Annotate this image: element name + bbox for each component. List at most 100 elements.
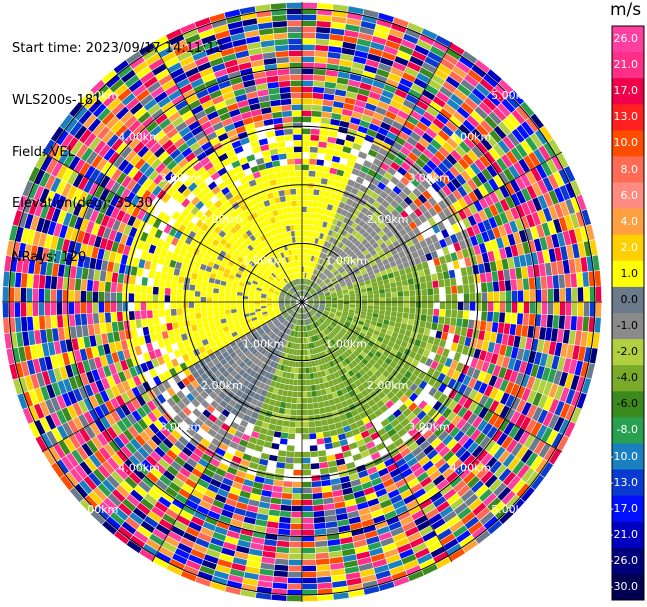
radar-gate	[237, 341, 244, 348]
radar-gate	[319, 295, 325, 299]
radar-gate	[314, 276, 318, 282]
radar-gate	[330, 22, 346, 30]
radar-gate	[289, 289, 294, 294]
radar-gate	[332, 352, 338, 359]
radar-gate	[170, 308, 177, 316]
radar-gate	[137, 525, 152, 538]
radar-gate	[354, 232, 362, 240]
radar-gate	[282, 371, 287, 378]
radar-gate	[464, 336, 472, 347]
radar-gate	[329, 167, 338, 175]
radar-gate	[385, 195, 394, 204]
radar-gate	[279, 294, 285, 298]
radar-gate	[39, 275, 46, 289]
radar-gate	[288, 385, 294, 391]
radar-gate	[499, 211, 509, 225]
radar-gate	[404, 437, 415, 447]
radar-gate	[362, 580, 378, 589]
radar-gate	[364, 279, 371, 285]
radar-gate	[268, 386, 275, 393]
radar-gate	[337, 348, 344, 355]
radar-gate	[371, 264, 379, 271]
radar-gate	[390, 67, 404, 78]
radar-gate	[86, 151, 98, 165]
radar-gate	[497, 103, 511, 117]
radar-gate	[553, 288, 560, 302]
radar-gate	[461, 345, 470, 356]
radar-gate	[419, 34, 435, 46]
radar-gate	[26, 302, 33, 317]
radar-gate	[589, 348, 598, 364]
radar-gate	[52, 263, 59, 277]
radar-gate	[433, 390, 443, 401]
radar-gate	[296, 319, 299, 325]
radar-gate	[72, 202, 83, 216]
radar-gate	[299, 307, 301, 314]
radar-gate	[450, 459, 463, 471]
radar-gate	[101, 161, 113, 175]
radar-gate	[315, 552, 329, 559]
radar-gate	[278, 316, 284, 321]
radar-gate	[411, 251, 419, 259]
radar-gate	[367, 256, 375, 263]
radar-gate	[173, 349, 182, 358]
radar-gate	[306, 279, 310, 285]
radar-gate	[209, 391, 218, 400]
radar-gate	[318, 195, 325, 203]
radar-gate	[111, 423, 123, 436]
radar-gate	[328, 315, 334, 320]
radar-gate	[281, 426, 289, 433]
radar-gate	[110, 181, 121, 194]
radar-gate	[262, 274, 268, 280]
radar-gate	[346, 339, 353, 346]
radar-gate	[520, 449, 533, 464]
radar-gate	[254, 297, 261, 300]
radar-gate	[148, 488, 161, 501]
radar-gate	[468, 319, 475, 329]
radar-gate	[331, 410, 339, 418]
radar-gate	[558, 168, 570, 185]
radar-gate	[342, 171, 351, 179]
radar-gate	[157, 256, 165, 265]
radar-gate	[280, 364, 285, 371]
radar-gate	[191, 489, 204, 500]
radar-gate	[457, 186, 468, 198]
radar-gate	[165, 486, 178, 498]
radar-gate	[393, 576, 410, 587]
radar-gate	[351, 360, 358, 367]
radar-gate	[305, 367, 310, 374]
radar-gate	[326, 374, 332, 382]
radar-gate	[63, 152, 76, 167]
radar-gate	[323, 322, 329, 327]
radar-gate	[302, 32, 316, 39]
radar-gate	[172, 498, 185, 510]
radar-gate	[518, 431, 531, 445]
radar-gate	[275, 322, 281, 327]
radar-gate	[111, 453, 124, 467]
radar-gate	[348, 589, 365, 598]
radar-gate	[307, 300, 314, 302]
radar-gate	[510, 279, 518, 291]
radar-gate	[146, 538, 161, 551]
radar-gate	[185, 325, 192, 333]
radar-gate	[173, 246, 182, 255]
radar-gate	[92, 122, 106, 136]
radar-gate	[303, 319, 306, 326]
radar-gate	[305, 293, 310, 298]
radar-gate	[556, 435, 569, 452]
radar-gate	[418, 204, 428, 214]
radar-gate	[151, 484, 165, 496]
radar-gate	[484, 331, 491, 342]
radar-gate	[386, 515, 400, 526]
radar-gate	[532, 392, 543, 407]
radar-gate	[316, 287, 321, 292]
radar-gate	[383, 186, 392, 195]
radar-gate	[226, 366, 235, 374]
radar-gate	[263, 478, 274, 486]
radar-gate	[306, 305, 312, 309]
radar-gate	[289, 421, 296, 428]
radar-gate	[132, 507, 147, 520]
radar-gate	[388, 277, 396, 284]
radar-gate	[387, 489, 400, 499]
radar-gate	[89, 168, 101, 182]
